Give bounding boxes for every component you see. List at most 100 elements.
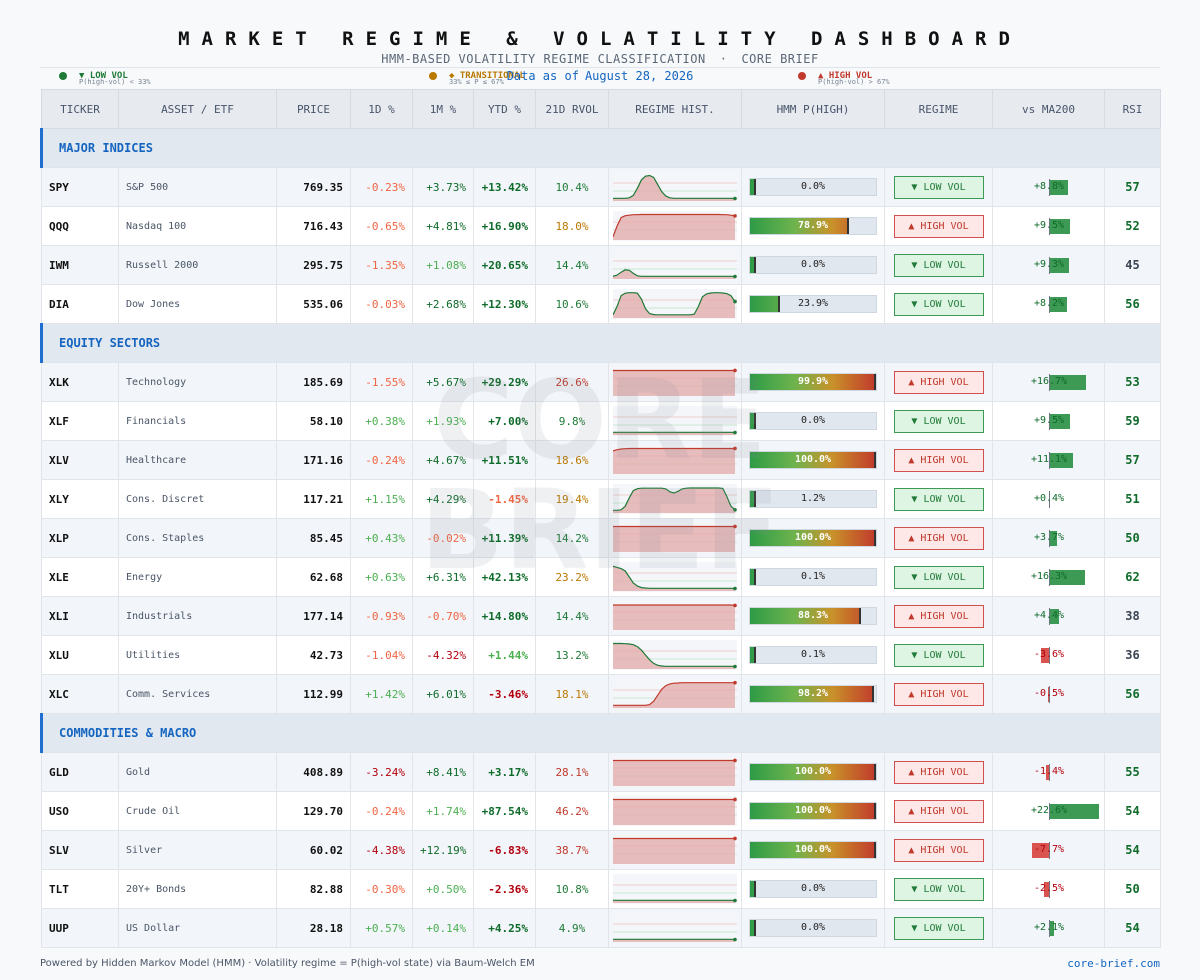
ticker-cell[interactable]: DIA	[41, 284, 119, 324]
rvol-cell: 10.4%	[535, 167, 609, 207]
ticker-cell[interactable]: XLF	[41, 401, 119, 441]
col-ytd[interactable]: YTD %	[473, 89, 536, 129]
ticker-cell[interactable]: TLT	[41, 869, 119, 909]
hist-area	[613, 799, 735, 825]
table-row[interactable]: XLU Utilities 42.73 -1.04% -4.32% +1.44% 13.2%…	[41, 635, 1161, 675]
ticker-cell[interactable]: XLU	[41, 635, 119, 675]
regime-table: TICKER ASSET / ETF PRICE 1D % 1M % YTD %…	[40, 89, 1161, 948]
ticker-cell[interactable]: QQQ	[41, 206, 119, 246]
change-ytd-cell: -6.83%	[473, 830, 536, 870]
table-row[interactable]: XLY Cons. Discret 117.21 +1.15% +4.29% -1.45%…	[41, 479, 1161, 519]
ticker-cell[interactable]: XLC	[41, 674, 119, 714]
hist-last-point	[733, 664, 737, 669]
regime-badge: ▲ HIGH VOL	[893, 799, 984, 823]
col-ticker[interactable]: TICKER	[41, 89, 119, 129]
table-row[interactable]: GLD Gold 408.89 -3.24% +8.41% +3.17% 28.1% 100.…	[41, 752, 1161, 792]
table-row[interactable]: XLE Energy 62.68 +0.63% +6.31% +42.13% 23.2% 0.…	[41, 557, 1161, 597]
table-row[interactable]: XLV Healthcare 171.16 -0.24% +4.67% +11.51% 18…	[41, 440, 1161, 480]
regime-hist-cell	[608, 635, 742, 675]
ma200-zero-line	[1049, 686, 1050, 703]
rsi-cell: 57	[1104, 440, 1161, 480]
hist-last-point	[733, 430, 737, 435]
col-price[interactable]: PRICE	[276, 89, 351, 129]
ticker-cell[interactable]: SLV	[41, 830, 119, 870]
prob-bar-fill	[750, 647, 756, 663]
ma200-label: -2.5%	[1033, 883, 1065, 894]
change-ytd-cell: +16.90%	[473, 206, 536, 246]
ma200-label: -1.4%	[1033, 766, 1065, 777]
ma200-bar	[1049, 531, 1058, 546]
table-row[interactable]: SPY S&P 500 769.35 -0.23% +3.73% +13.42% 10.4%…	[41, 167, 1161, 207]
footer-link[interactable]: core-brief.com	[1067, 957, 1160, 970]
prob-bar: 98.2%	[749, 685, 877, 703]
ma200-label: +8.8%	[1033, 181, 1065, 192]
regime-cell: ▼ LOW VOL	[884, 167, 993, 207]
col-hmm-prob[interactable]: HMM P(HIGH)	[741, 89, 885, 129]
ticker-cell[interactable]: USO	[41, 791, 119, 831]
ticker-cell[interactable]: SPY	[41, 167, 119, 207]
as-of-value: August 28, 2026	[584, 69, 694, 83]
col-regime-hist[interactable]: REGIME HIST.	[608, 89, 742, 129]
table-row[interactable]: XLC Comm. Services 112.99 +1.42% +6.01% -3.46…	[41, 674, 1161, 714]
table-row[interactable]: USO Crude Oil 129.70 -0.24% +1.74% +87.54% 46.…	[41, 791, 1161, 831]
col-1m[interactable]: 1M %	[412, 89, 474, 129]
col-1d[interactable]: 1D %	[350, 89, 413, 129]
ticker-cell[interactable]: IWM	[41, 245, 119, 285]
ma200-bar	[1049, 921, 1054, 936]
table-row[interactable]: UUP US Dollar 28.18 +0.57% +0.14% +4.25% 4.9% 0…	[41, 908, 1161, 948]
rsi-cell: 59	[1104, 401, 1161, 441]
ma200-label: +3.7%	[1033, 532, 1065, 543]
prob-bar-fill	[750, 764, 876, 780]
change-ytd-cell: +29.29%	[473, 362, 536, 402]
regime-cell: ▲ HIGH VOL	[884, 674, 993, 714]
col-asset[interactable]: ASSET / ETF	[118, 89, 277, 129]
section-title: MAJOR INDICES	[40, 128, 1161, 168]
regime-badge: ▼ LOW VOL	[893, 643, 984, 667]
vs-ma200-cell: +9.5%	[992, 206, 1105, 246]
col-rsi[interactable]: RSI	[1104, 89, 1161, 129]
table-row[interactable]: XLP Cons. Staples 85.45 +0.43% -0.02% +11.39%…	[41, 518, 1161, 558]
ma200-bar-wrap: -3.6%	[994, 637, 1104, 674]
prob-bar: 1.2%	[749, 490, 877, 508]
ticker-cell[interactable]: XLE	[41, 557, 119, 597]
vs-ma200-cell: +4.4%	[992, 596, 1105, 636]
col-rvol[interactable]: 21D RVOL	[535, 89, 609, 129]
ticker-cell[interactable]: XLY	[41, 479, 119, 519]
table-row[interactable]: IWM Russell 2000 295.75 -1.35% +1.08% +20.65%…	[41, 245, 1161, 285]
prob-bar-label: 0.1%	[800, 649, 826, 660]
change-1d-cell: -0.24%	[350, 440, 413, 480]
col-regime[interactable]: REGIME	[884, 89, 993, 129]
hist-last-point	[733, 368, 737, 373]
change-1d-cell: +0.43%	[350, 518, 413, 558]
rvol-cell: 14.2%	[535, 518, 609, 558]
ticker-cell[interactable]: XLV	[41, 440, 119, 480]
table-row[interactable]: QQQ Nasdaq 100 716.43 -0.65% +4.81% +16.90% 18…	[41, 206, 1161, 246]
price-cell: 28.18	[276, 908, 351, 948]
ticker-cell[interactable]: XLK	[41, 362, 119, 402]
table-row[interactable]: XLK Technology 185.69 -1.55% +5.67% +29.29% 26…	[41, 362, 1161, 402]
asset-name-cell: 20Y+ Bonds	[118, 869, 277, 909]
vs-ma200-cell: +3.7%	[992, 518, 1105, 558]
regime-badge: ▲ HIGH VOL	[893, 838, 984, 862]
col-vs-ma200[interactable]: vs MA200	[992, 89, 1105, 129]
ma200-zero-line	[1049, 647, 1050, 664]
table-row[interactable]: SLV Silver 60.02 -4.38% +12.19% -6.83% 38.7% 10…	[41, 830, 1161, 870]
ma200-bar-wrap: +4.4%	[994, 598, 1104, 635]
ma200-label: -3.6%	[1033, 649, 1065, 660]
change-1d-cell: -0.30%	[350, 869, 413, 909]
ma200-label: +16.7%	[1030, 376, 1068, 387]
ma200-zero-line	[1049, 257, 1050, 274]
ticker-cell[interactable]: UUP	[41, 908, 119, 948]
table-row[interactable]: XLI Industrials 177.14 -0.93% -0.70% +14.80% 1…	[41, 596, 1161, 636]
ma200-label: +11.1%	[1030, 454, 1068, 465]
table-row[interactable]: DIA Dow Jones 535.06 -0.03% +2.68% +12.30% 10.…	[41, 284, 1161, 324]
table-row[interactable]: TLT 20Y+ Bonds 82.88 -0.30% +0.50% -2.36% 10.8…	[41, 869, 1161, 909]
rvol-cell: 18.6%	[535, 440, 609, 480]
section-row: MAJOR INDICES	[40, 128, 1161, 168]
change-1d-cell: -0.03%	[350, 284, 413, 324]
ticker-cell[interactable]: XLP	[41, 518, 119, 558]
table-row[interactable]: XLF Financials 58.10 +0.38% +1.93% +7.00% 9.8%…	[41, 401, 1161, 441]
ticker-cell[interactable]: GLD	[41, 752, 119, 792]
ticker-cell[interactable]: XLI	[41, 596, 119, 636]
regime-hist-sparkline	[613, 172, 737, 202]
